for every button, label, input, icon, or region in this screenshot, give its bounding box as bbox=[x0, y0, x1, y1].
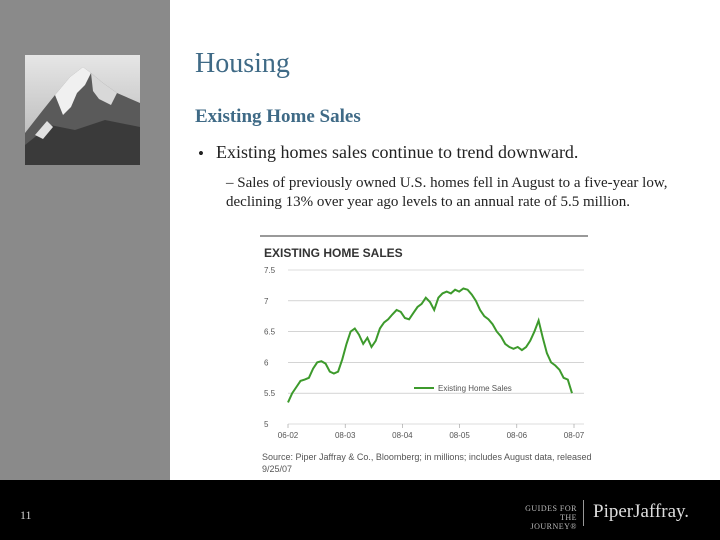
slide-title: Housing bbox=[195, 48, 290, 79]
sidebar bbox=[0, 0, 170, 480]
x-tick-label: 08-07 bbox=[564, 431, 585, 440]
bullet-marker: • bbox=[198, 144, 204, 163]
bullet-text: Existing homes sales continue to trend d… bbox=[216, 142, 579, 162]
piper-jaffray-logo: PiperJaffray. bbox=[593, 501, 690, 522]
y-tick-label: 6.5 bbox=[264, 328, 276, 337]
x-tick-label: 08-05 bbox=[449, 431, 470, 440]
series-line-existing-home-sales bbox=[287, 287, 573, 403]
y-tick-label: 7 bbox=[264, 297, 269, 306]
y-tick-label: 5 bbox=[264, 420, 269, 429]
mountain-photo bbox=[25, 55, 140, 165]
y-tick-label: 7.5 bbox=[264, 266, 276, 275]
chart-source-note: Source: Piper Jaffray & Co., Bloomberg; … bbox=[262, 452, 592, 474]
sub-bullet-text: – Sales of previously owned U.S. homes f… bbox=[226, 175, 668, 210]
y-tick-label: 5.5 bbox=[264, 389, 276, 398]
page-number: 11 bbox=[20, 508, 32, 522]
guides-tagline: GUIDES FOR THE JOURNEY® bbox=[525, 504, 577, 531]
guides-line-1: GUIDES FOR bbox=[525, 504, 577, 513]
legend-label: Existing Home Sales bbox=[438, 384, 512, 393]
x-tick-label: 08-06 bbox=[507, 431, 528, 440]
logo-divider bbox=[583, 500, 584, 526]
x-tick-label: 08-04 bbox=[392, 431, 413, 440]
x-tick-label: 06-02 bbox=[278, 431, 299, 440]
slide-subtitle: Existing Home Sales bbox=[195, 106, 361, 127]
x-tick-label: 08-03 bbox=[335, 431, 356, 440]
footer-bar: 11 GUIDES FOR THE JOURNEY® PiperJaffray. bbox=[0, 480, 720, 540]
existing-home-sales-chart: EXISTING HOME SALES 7.5 7 6.5 6 5.5 5 06-02 08… bbox=[260, 235, 588, 440]
chart-title: EXISTING HOME SALES bbox=[264, 246, 403, 260]
y-tick-label: 6 bbox=[264, 358, 269, 367]
guides-line-2: THE JOURNEY® bbox=[530, 513, 577, 531]
